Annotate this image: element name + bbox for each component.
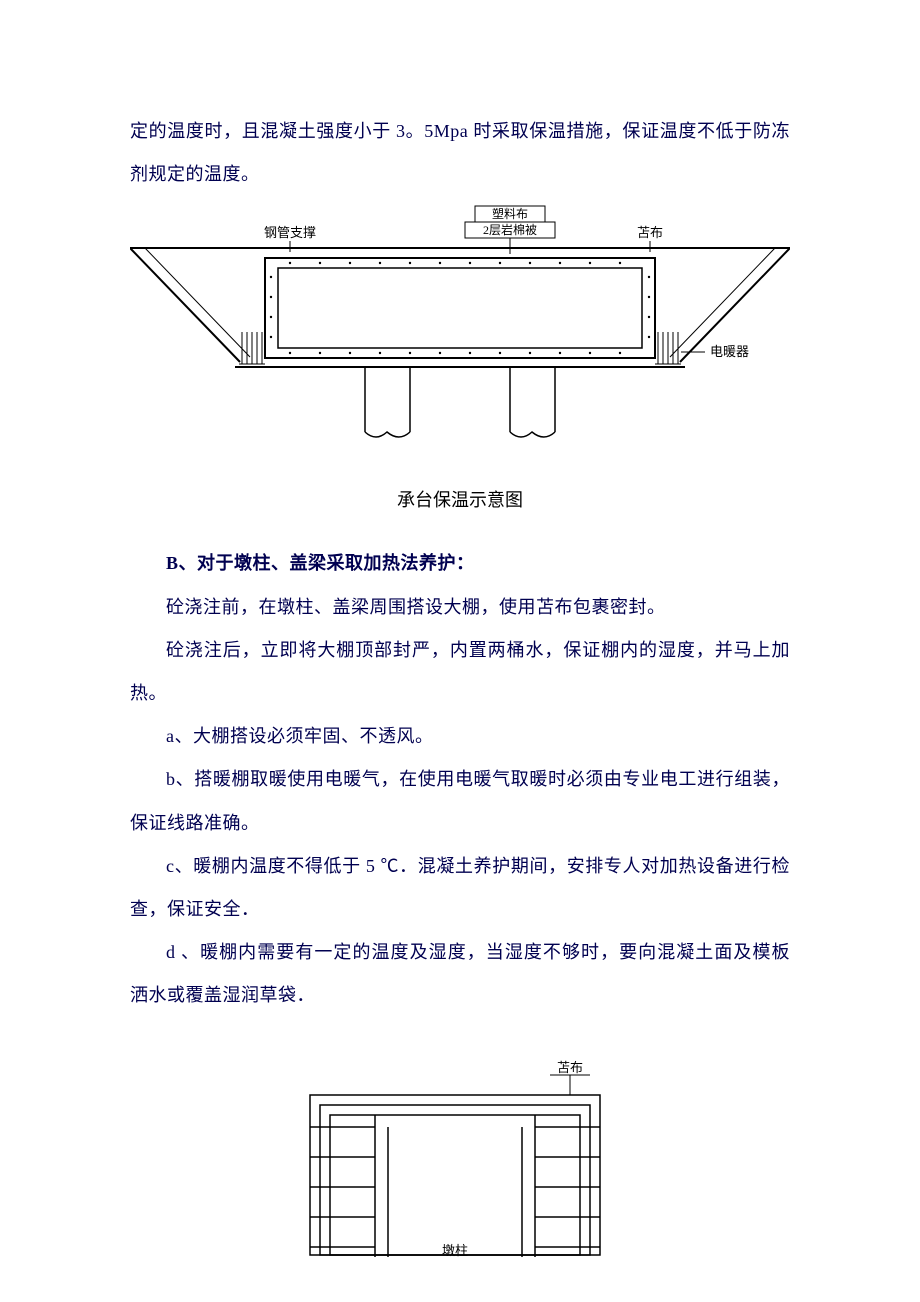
diagram-1-svg: 塑料布 2层岩棉被 钢管支撑 苫布 电暖器 bbox=[130, 202, 790, 482]
label-rock-wool: 2层岩棉被 bbox=[483, 222, 537, 237]
label-steel-support: 钢管支撑 bbox=[264, 225, 316, 240]
diagram-1: 塑料布 2层岩棉被 钢管支撑 苫布 电暖器 bbox=[130, 202, 790, 482]
label-tarp-2: 苫布 bbox=[557, 1060, 583, 1075]
section-b-heading: B、对于墩柱、盖梁采取加热法养护： bbox=[130, 542, 790, 585]
diagram-2: 苫布 墩柱 bbox=[270, 1057, 650, 1257]
label-tarp: 苫布 bbox=[637, 225, 663, 240]
section-b-a: a、大棚搭设必须牢固、不透风。 bbox=[130, 715, 790, 758]
section-b-p1: 砼浇注前，在墩柱、盖梁周围搭设大棚，使用苫布包裹密封。 bbox=[130, 586, 790, 629]
section-b-d: d 、暖棚内需要有一定的温度及湿度，当湿度不够时，要向混凝土面及模板洒水或覆盖湿… bbox=[130, 931, 790, 1017]
label-plastic-sheet: 塑料布 bbox=[492, 206, 528, 221]
section-b-c: c、暖棚内温度不得低于 5 ℃．混凝土养护期间，安排专人对加热设备进行检查，保证… bbox=[130, 845, 790, 931]
intro-paragraph: 定的温度时，且混凝土强度小于 3。5Mpa 时采取保温措施，保证温度不低于防冻剂… bbox=[130, 110, 790, 196]
section-b-b: b、搭暖棚取暖使用电暖气，在使用电暖气取暖时必须由专业电工进行组装，保证线路准确… bbox=[130, 758, 790, 844]
label-heater: 电暖器 bbox=[710, 344, 749, 359]
diagram-2-svg: 苫布 墩柱 bbox=[270, 1057, 650, 1257]
section-b-p2: 砼浇注后，立即将大棚顶部封严，内置两桶水，保证棚内的湿度，并马上加热。 bbox=[130, 629, 790, 715]
label-pier: 墩柱 bbox=[442, 1243, 468, 1257]
diagram-1-caption: 承台保温示意图 bbox=[130, 486, 790, 512]
